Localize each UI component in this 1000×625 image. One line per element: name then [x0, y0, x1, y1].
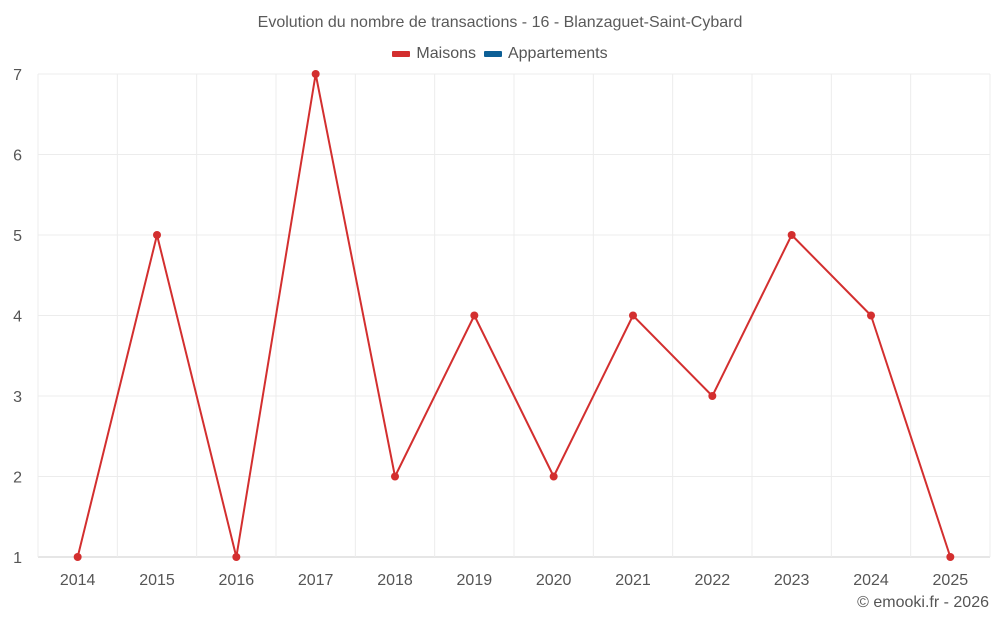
legend-label-maisons: Maisons	[416, 45, 476, 62]
y-tick-label: 3	[13, 389, 22, 406]
data-point	[73, 553, 82, 561]
data-point	[232, 553, 241, 561]
data-point	[470, 311, 479, 320]
y-tick-label: 7	[13, 67, 22, 84]
legend-swatch-maisons	[392, 51, 411, 57]
x-tick-label: 2022	[695, 572, 731, 589]
chart-title: Evolution du nombre de transactions - 16…	[257, 14, 743, 31]
x-tick-label: 2015	[139, 572, 175, 589]
x-tick-label: 2025	[933, 572, 969, 589]
y-tick-label: 4	[13, 309, 22, 326]
x-tick-label: 2023	[774, 572, 810, 589]
y-tick-label: 5	[13, 228, 22, 245]
x-tick-label: 2017	[298, 572, 334, 589]
y-tick-label: 2	[13, 470, 22, 487]
data-point	[708, 392, 717, 400]
legend-item-appartements[interactable]: Appartements	[483, 45, 608, 63]
data-point	[311, 70, 320, 78]
data-point	[867, 311, 875, 320]
y-tick-label: 1	[13, 550, 22, 567]
x-tick-label: 2019	[457, 572, 493, 589]
legend-label-appartements: Appartements	[507, 45, 608, 62]
legend: Maisons Appartements	[0, 45, 1000, 63]
legend-swatch-appartements	[483, 51, 502, 57]
credit-text: © emooki.fr - 2026	[857, 594, 989, 611]
x-tick-label: 2014	[60, 572, 96, 589]
data-point	[946, 553, 955, 561]
data-point	[629, 311, 637, 320]
x-tick-label: 2021	[615, 572, 651, 589]
data-point	[153, 231, 161, 239]
y-tick-label: 6	[13, 148, 22, 165]
series-line-0	[76, 73, 952, 558]
data-point	[549, 472, 558, 481]
legend-item-maisons[interactable]: Maisons	[392, 45, 476, 63]
x-tick-label: 2024	[853, 572, 889, 589]
data-point	[391, 472, 399, 481]
data-point	[787, 231, 796, 239]
x-tick-label: 2016	[219, 572, 255, 589]
x-tick-label: 2020	[536, 572, 572, 589]
x-tick-label: 2018	[377, 572, 413, 589]
